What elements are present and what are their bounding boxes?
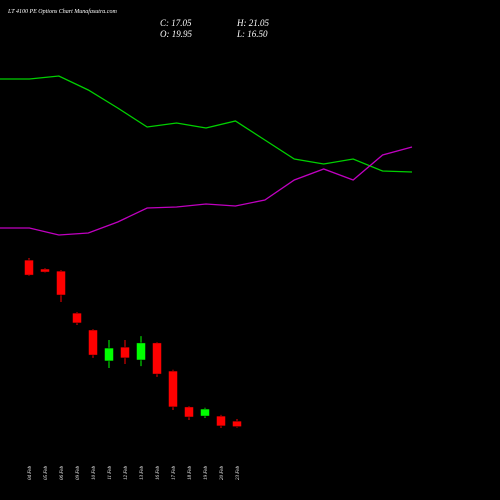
x-tick-label: 11 Feb	[108, 466, 113, 480]
x-tick-label: 19 Feb	[204, 466, 209, 481]
candle-body	[24, 259, 34, 276]
candle-body	[136, 342, 146, 361]
candle-body	[216, 415, 226, 427]
x-tick-label: 13 Feb	[140, 466, 145, 481]
x-tick-label: 17 Feb	[172, 466, 177, 481]
candle-body	[56, 270, 66, 296]
chart-title: LT 4100 PE Options Chart Munafasutra.com	[7, 8, 117, 15]
x-tick-label: 12 Feb	[124, 466, 129, 481]
x-tick-label: 09 Feb	[76, 466, 81, 481]
x-tick-label: 18 Feb	[188, 466, 193, 481]
candle-body	[88, 329, 98, 356]
x-tick-label: 16 Feb	[156, 466, 161, 481]
candle-body	[168, 370, 178, 408]
x-tick-label: 05 Feb	[44, 466, 49, 481]
x-tick-label: 04 Feb	[28, 466, 33, 481]
candle-body	[40, 268, 50, 273]
x-tick-label: 06 Feb	[60, 466, 65, 481]
candle-body	[72, 312, 82, 324]
ohlc-low: L: 16.50	[236, 29, 268, 39]
x-tick-label: 23 Feb	[236, 466, 241, 481]
x-tick-label: 20 Feb	[220, 466, 225, 481]
candle-body	[232, 420, 242, 427]
candle-body	[184, 406, 194, 418]
line-series	[0, 75, 413, 173]
line-series	[0, 146, 413, 236]
ohlc-open: O: 19.95	[160, 29, 192, 39]
candle-body	[200, 408, 210, 417]
ohlc-high: H: 21.05	[236, 18, 269, 28]
candle-body	[152, 342, 162, 375]
x-tick-label: 10 Feb	[92, 466, 97, 481]
candle-body	[104, 347, 114, 362]
ohlc-close: C: 17.05	[160, 18, 192, 28]
candle-body	[120, 346, 130, 359]
